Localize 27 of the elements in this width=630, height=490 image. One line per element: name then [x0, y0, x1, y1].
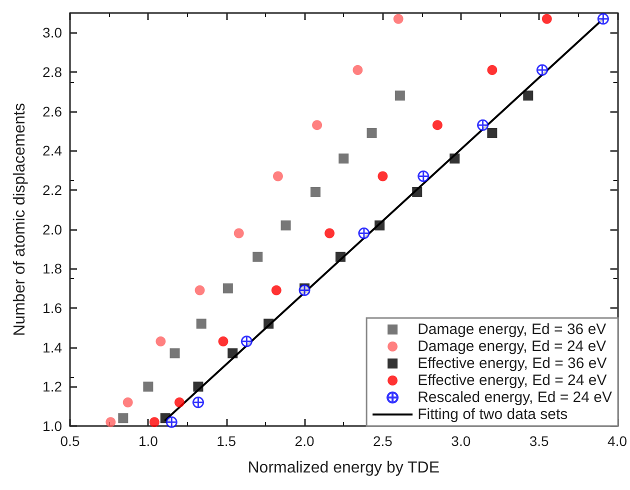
x-tick-label: 1.0: [138, 433, 158, 449]
y-tick-label: 3.0: [42, 24, 62, 41]
legend-label: Damage energy, Ed = 24 eV: [418, 338, 606, 355]
legend-label: Effective energy, Ed = 24 eV: [418, 372, 607, 389]
x-tick-label: 2.5: [372, 433, 393, 449]
y-tick-label: 1.6: [42, 300, 62, 316]
x-tick-label: 2.0: [294, 433, 314, 449]
y-tick-label: 2.6: [42, 103, 62, 120]
legend-label: Effective energy, Ed = 36 eV: [418, 355, 607, 372]
y-axis-title: Number of atomic displacements: [12, 103, 28, 336]
y-tick-label: 2.2: [42, 182, 62, 198]
y-tick-label: 2.4: [42, 142, 62, 159]
legend-label: Rescaled energy, Ed = 24 eV: [418, 389, 612, 406]
y-tick-label: 1.0: [42, 418, 62, 434]
x-tick-label: 0.5: [60, 433, 80, 449]
y-tick-label: 1.8: [42, 260, 62, 277]
x-tick-label: 4.0: [608, 433, 628, 449]
x-tick-label: 1.5: [216, 433, 236, 449]
legend-label: Fitting of two data sets: [418, 406, 568, 423]
x-tick-label: 3.0: [451, 433, 471, 449]
y-tick-label: 2.0: [42, 221, 62, 238]
y-tick-label: 1.2: [42, 378, 62, 395]
y-tick-label: 1.4: [42, 339, 62, 356]
x-axis-title: Normalized energy by TDE: [248, 460, 440, 476]
x-tick-label: 3.5: [529, 433, 550, 449]
y-tick-label: 2.8: [42, 64, 62, 80]
legend-label: Damage energy, Ed = 36 eV: [418, 321, 606, 338]
